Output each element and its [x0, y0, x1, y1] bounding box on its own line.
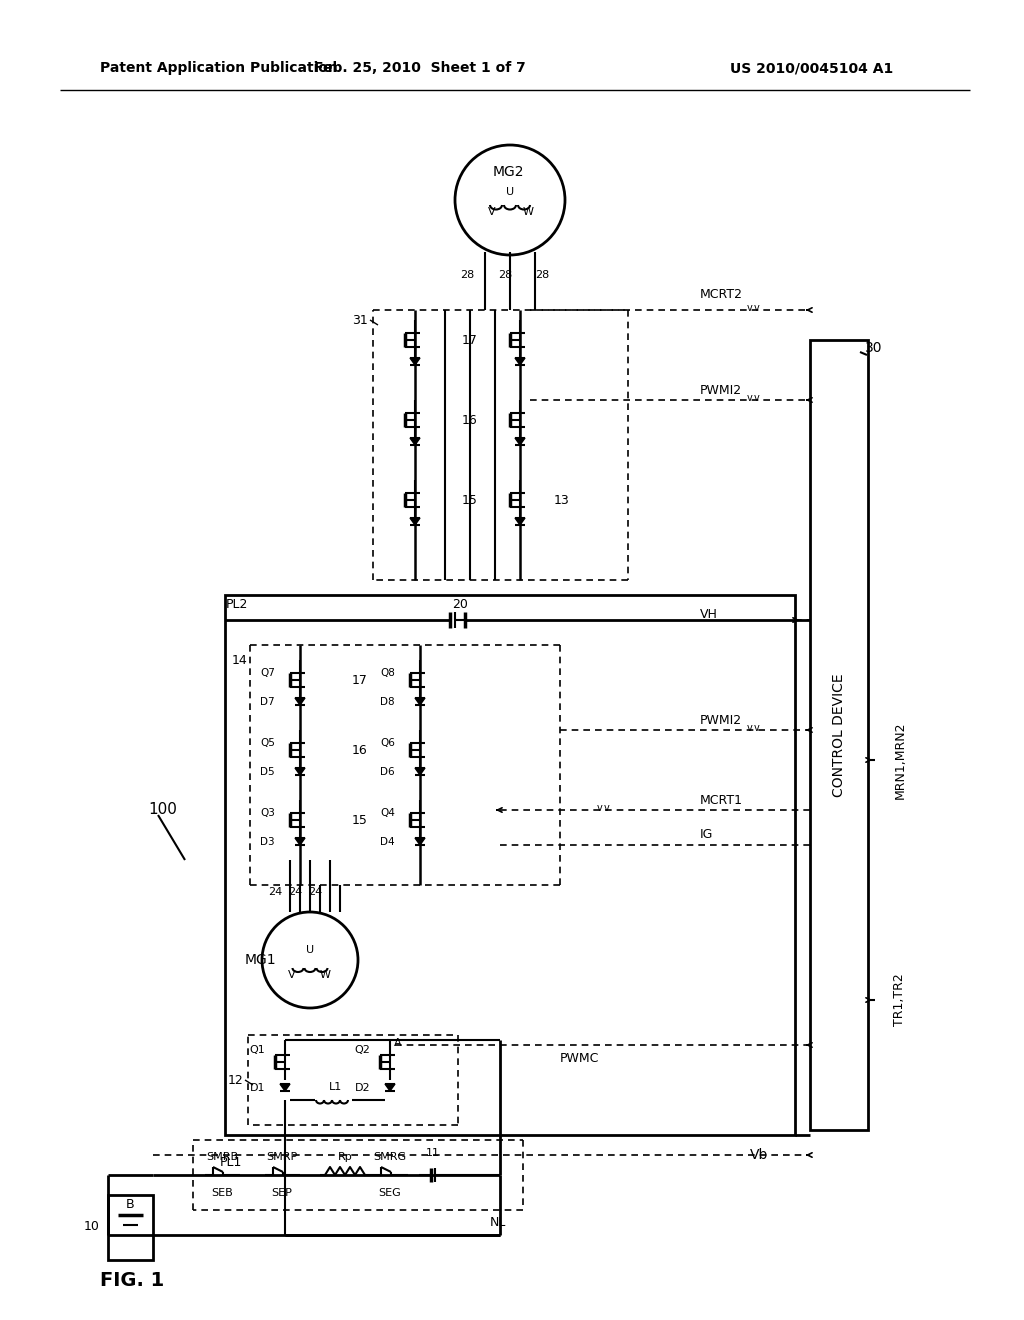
- Text: 24: 24: [308, 887, 323, 898]
- Text: 15: 15: [352, 813, 368, 826]
- Text: MCRT1: MCRT1: [700, 793, 743, 807]
- Text: NL: NL: [490, 1217, 507, 1229]
- Text: W: W: [522, 207, 534, 216]
- Polygon shape: [295, 768, 305, 775]
- Text: 20: 20: [452, 598, 468, 610]
- Text: PL1: PL1: [220, 1156, 243, 1170]
- Text: B: B: [126, 1199, 134, 1212]
- Polygon shape: [385, 1084, 395, 1092]
- Text: 24: 24: [268, 887, 283, 898]
- Text: 17: 17: [462, 334, 478, 346]
- Text: v: v: [754, 393, 760, 403]
- Polygon shape: [410, 438, 420, 445]
- Text: MCRT2: MCRT2: [700, 289, 743, 301]
- Text: U: U: [506, 187, 514, 197]
- Bar: [810, 341, 868, 1130]
- Text: PL2: PL2: [226, 598, 249, 611]
- Text: v: v: [754, 723, 760, 733]
- Text: D5: D5: [260, 767, 275, 777]
- Polygon shape: [515, 517, 525, 525]
- Text: SMRG: SMRG: [374, 1152, 407, 1162]
- Text: PWMI2: PWMI2: [700, 384, 742, 396]
- Text: Rp: Rp: [338, 1152, 352, 1162]
- Polygon shape: [410, 358, 420, 366]
- Text: v: v: [597, 803, 603, 813]
- Polygon shape: [295, 838, 305, 845]
- Text: 24: 24: [288, 887, 302, 898]
- Text: Q1: Q1: [249, 1045, 265, 1055]
- Text: 28: 28: [460, 271, 474, 280]
- Text: 12: 12: [227, 1073, 243, 1086]
- Text: U: U: [306, 945, 314, 954]
- Text: 28: 28: [535, 271, 549, 280]
- Text: A: A: [394, 1038, 401, 1048]
- Text: SEP: SEP: [271, 1188, 293, 1199]
- Text: TR1,TR2: TR1,TR2: [894, 974, 906, 1027]
- Text: V: V: [288, 970, 296, 979]
- Text: D7: D7: [260, 697, 275, 708]
- Text: 16: 16: [352, 743, 368, 756]
- Text: v: v: [748, 723, 753, 733]
- Text: SEB: SEB: [211, 1188, 232, 1199]
- Text: W: W: [319, 970, 331, 979]
- Text: v: v: [748, 393, 753, 403]
- Text: 13: 13: [554, 494, 570, 507]
- Polygon shape: [515, 358, 525, 366]
- Text: D4: D4: [380, 837, 395, 847]
- Polygon shape: [295, 698, 305, 705]
- Polygon shape: [410, 517, 420, 525]
- Text: 14: 14: [231, 653, 247, 667]
- Text: 15: 15: [462, 494, 478, 507]
- Polygon shape: [415, 768, 425, 775]
- Bar: [108, 1195, 153, 1261]
- Polygon shape: [415, 838, 425, 845]
- Text: 31: 31: [352, 314, 368, 326]
- Text: v: v: [748, 304, 753, 313]
- Text: Q6: Q6: [380, 738, 395, 748]
- Text: FIG. 1: FIG. 1: [100, 1270, 164, 1290]
- Text: SEG: SEG: [379, 1188, 401, 1199]
- Text: MRN1,MRN2: MRN1,MRN2: [894, 721, 906, 799]
- Text: US 2010/0045104 A1: US 2010/0045104 A1: [730, 61, 893, 75]
- Text: SMRB: SMRB: [206, 1152, 238, 1162]
- Text: PWMC: PWMC: [560, 1052, 599, 1064]
- Text: D2: D2: [354, 1082, 370, 1093]
- Text: D6: D6: [380, 767, 395, 777]
- Text: Q5: Q5: [260, 738, 275, 748]
- Text: MG1: MG1: [245, 953, 276, 968]
- Text: 30: 30: [865, 341, 883, 355]
- Text: Feb. 25, 2010  Sheet 1 of 7: Feb. 25, 2010 Sheet 1 of 7: [314, 61, 526, 75]
- Polygon shape: [415, 698, 425, 705]
- Text: Patent Application Publication: Patent Application Publication: [100, 61, 338, 75]
- Text: Q3: Q3: [260, 808, 275, 818]
- Text: Q8: Q8: [380, 668, 395, 678]
- Text: Q7: Q7: [260, 668, 275, 678]
- Text: IG: IG: [700, 829, 714, 842]
- Text: 17: 17: [352, 673, 368, 686]
- Polygon shape: [515, 438, 525, 445]
- Text: D1: D1: [250, 1082, 265, 1093]
- Text: 10: 10: [84, 1221, 100, 1233]
- Polygon shape: [280, 1084, 290, 1092]
- Text: v: v: [754, 304, 760, 313]
- Text: D3: D3: [260, 837, 275, 847]
- Text: V: V: [488, 207, 496, 216]
- Text: SMRP: SMRP: [266, 1152, 298, 1162]
- Text: Q2: Q2: [354, 1045, 370, 1055]
- Bar: [225, 595, 795, 1135]
- Text: VH: VH: [700, 609, 718, 622]
- Text: Q4: Q4: [380, 808, 395, 818]
- Text: 16: 16: [462, 413, 478, 426]
- Text: MG2: MG2: [493, 165, 523, 180]
- Text: 28: 28: [498, 271, 512, 280]
- Text: v: v: [604, 803, 610, 813]
- Text: 11: 11: [426, 1148, 440, 1158]
- Text: 100: 100: [148, 803, 177, 817]
- Text: PWMI2: PWMI2: [700, 714, 742, 726]
- Text: D8: D8: [380, 697, 395, 708]
- Text: CONTROL DEVICE: CONTROL DEVICE: [831, 673, 846, 797]
- Text: Vb: Vb: [750, 1148, 768, 1162]
- Text: L1: L1: [330, 1082, 343, 1092]
